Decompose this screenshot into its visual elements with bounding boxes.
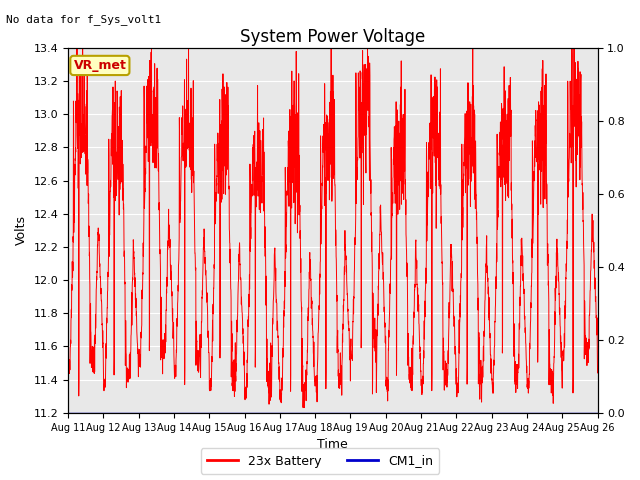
23x Battery [584, 348, 591, 354]
23x Battery [156, 247, 164, 252]
23x Battery [268, 383, 275, 389]
Text: VR_met: VR_met [74, 59, 126, 72]
Line: 23x Battery: 23x Battery [68, 48, 598, 408]
23x Battery [64, 353, 72, 359]
23x Battery [73, 45, 81, 51]
23x Battery [594, 370, 602, 376]
23x Battery [300, 405, 308, 410]
Legend: 23x Battery, CM1_in: 23x Battery, CM1_in [201, 448, 439, 474]
23x Battery [527, 320, 534, 326]
Text: No data for f_Sys_volt1: No data for f_Sys_volt1 [6, 14, 162, 25]
23x Battery [125, 376, 132, 382]
Title: System Power Voltage: System Power Voltage [240, 28, 426, 47]
Y-axis label: Volts: Volts [15, 216, 28, 245]
23x Battery [291, 165, 298, 170]
X-axis label: Time: Time [317, 438, 348, 451]
